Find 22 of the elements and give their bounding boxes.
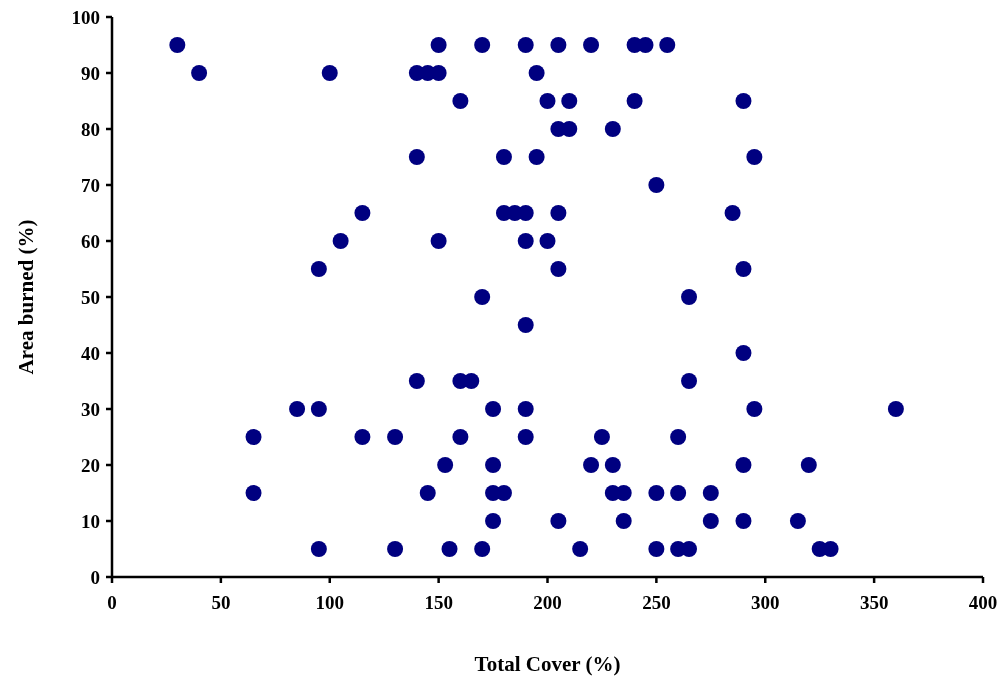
y-tick-label: 90	[81, 62, 100, 84]
y-tick-label: 30	[81, 398, 100, 420]
x-tick-label: 300	[751, 592, 780, 613]
x-tick-label: 200	[533, 592, 562, 613]
x-tick-label: 400	[968, 592, 998, 613]
x-tick-label: 250	[642, 592, 671, 613]
x-tick-label: 150	[424, 592, 453, 613]
y-tick-label: 20	[81, 454, 100, 476]
y-tick-label: 80	[81, 118, 100, 140]
y-tick-label: 10	[81, 510, 100, 532]
y-tick-label: 40	[81, 342, 100, 364]
x-tick-label: 350	[859, 592, 889, 613]
y-axis-title: Area burned (%)	[14, 219, 38, 375]
y-tick-label: 0	[90, 566, 100, 588]
y-tick-label: 50	[81, 286, 100, 308]
x-tick-label: 50	[211, 592, 231, 613]
y-tick-label: 60	[81, 230, 100, 252]
x-axis-title: Total Cover (%)	[474, 652, 621, 676]
y-tick-label: 70	[81, 174, 100, 196]
x-tick-label: 0	[107, 592, 117, 613]
y-tick-label: 100	[71, 6, 100, 28]
x-tick-label: 100	[315, 592, 344, 613]
